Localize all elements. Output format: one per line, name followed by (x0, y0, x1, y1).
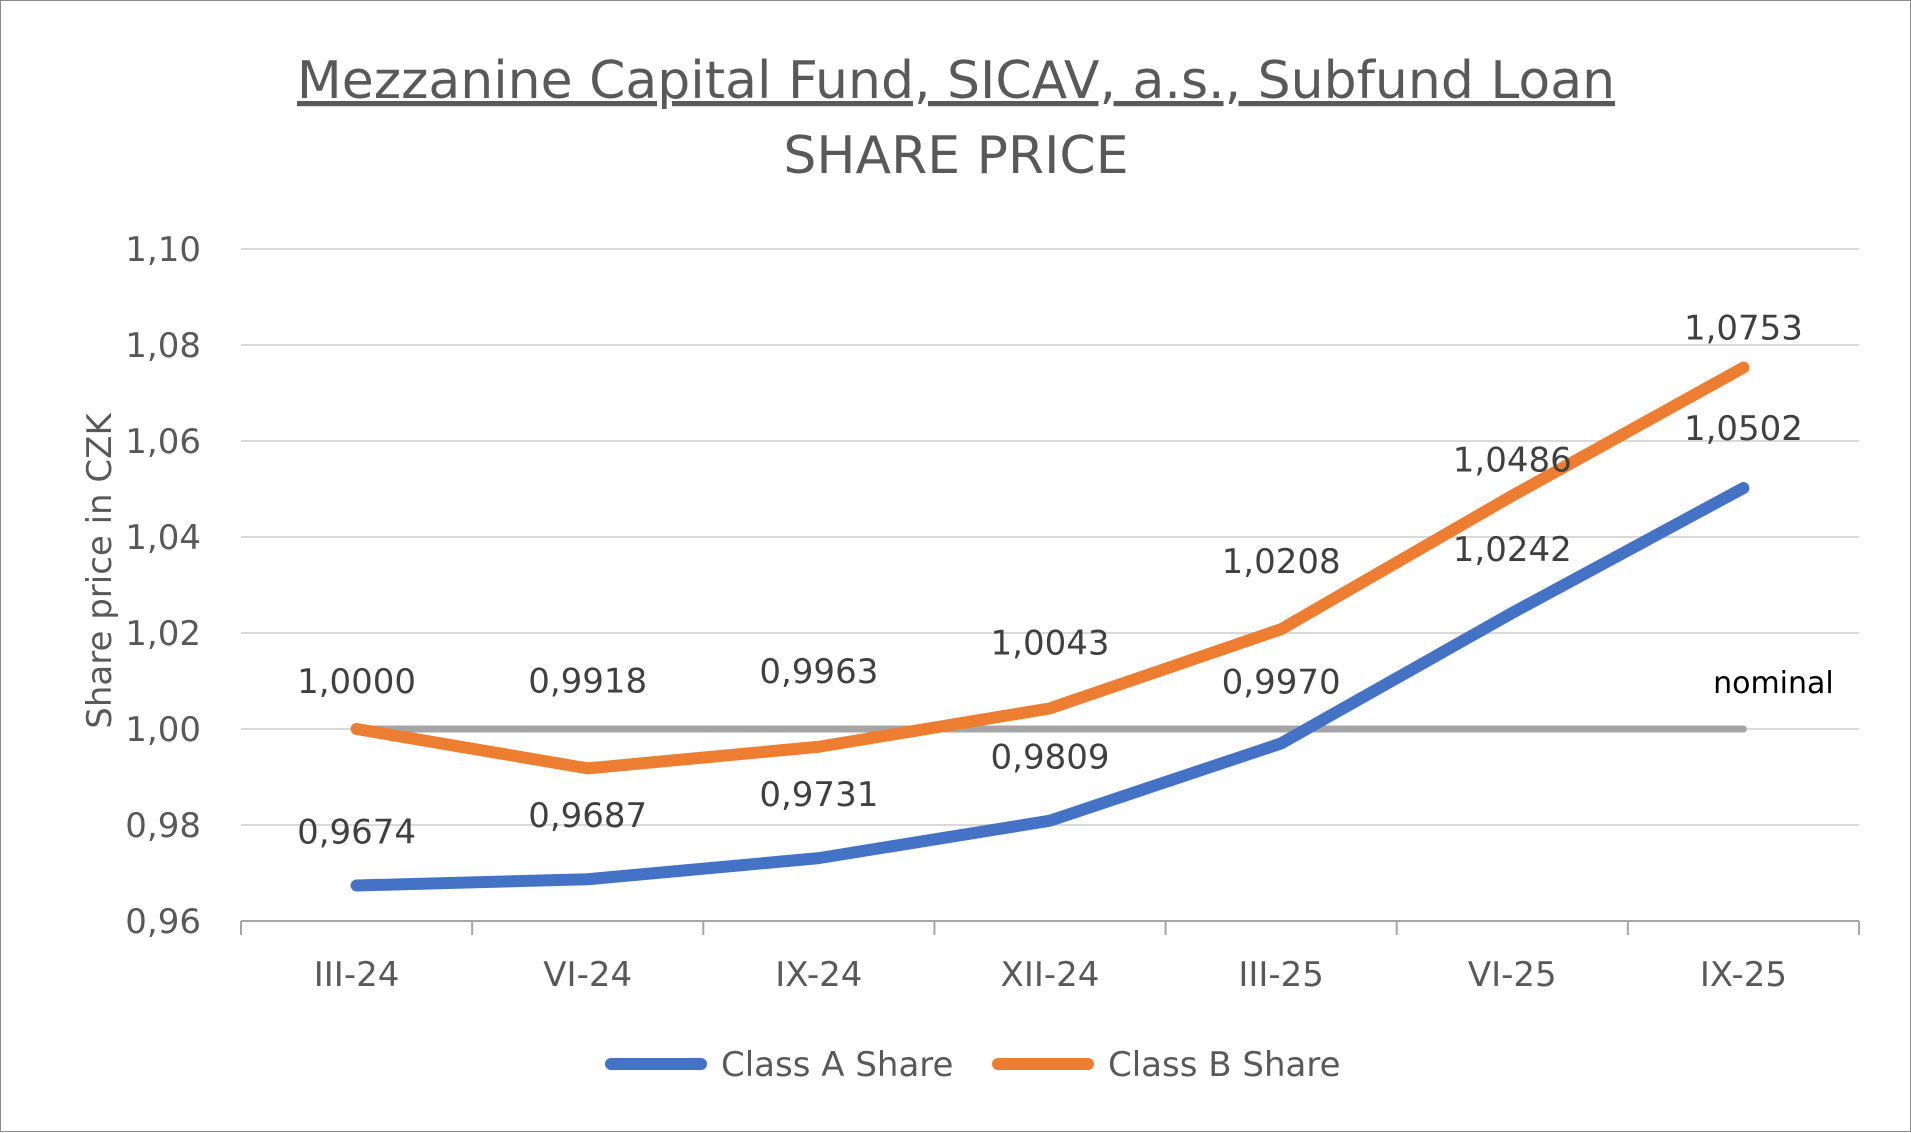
x-tick-label: VI-24 (543, 955, 632, 995)
series-line-class-a (350, 482, 1750, 892)
data-label: 0,9687 (528, 796, 647, 836)
data-label: 0,9970 (1222, 662, 1341, 702)
data-label: 0,9809 (991, 738, 1110, 778)
x-tick-labels: III-24 VI-24 IX-24 XII-24 III-25 VI-25 IX-25 (314, 955, 1787, 995)
y-tick-label: 0,96 (125, 902, 201, 942)
data-label: 1,0753 (1684, 309, 1803, 349)
data-label: 1,0043 (991, 623, 1110, 663)
y-tick-label: 1,00 (125, 710, 201, 750)
y-tick-label: 1,08 (125, 326, 201, 366)
data-label: 1,0486 (1453, 441, 1572, 481)
y-axis-title: Share price in CZK (80, 412, 120, 729)
data-labels: 0,9674 0,9687 0,9731 0,9809 0,9970 1,0242 1,05… (297, 309, 1803, 853)
legend-label: Class B Share (1108, 1045, 1341, 1085)
x-tick-label: IX-25 (1700, 955, 1787, 995)
y-tick-label: 1,02 (125, 614, 201, 654)
data-label: 1,0502 (1684, 409, 1803, 449)
x-tick-label: III-25 (1238, 955, 1324, 995)
x-tick-label: III-24 (314, 955, 400, 995)
data-label: 1,0000 (297, 662, 416, 702)
nominal-reference: nominal (353, 666, 1834, 733)
y-tick-label: 1,10 (125, 230, 201, 270)
data-label: 0,9674 (297, 812, 416, 852)
data-label: 0,9731 (759, 775, 878, 815)
data-label: 0,9918 (528, 661, 647, 701)
x-tick-label: IX-24 (775, 955, 862, 995)
y-tick-label: 1,06 (125, 422, 201, 462)
y-tick-label: 1,04 (125, 518, 201, 558)
chart-title: Mezzanine Capital Fund, SICAV, a.s., Sub… (297, 51, 1615, 111)
series-lines (350, 361, 1750, 892)
y-tick-label: 0,98 (125, 806, 201, 846)
x-axis (240, 920, 1860, 935)
data-label: 0,9963 (759, 652, 878, 692)
x-tick-label: XII-24 (1001, 955, 1100, 995)
legend: Class A Share Class B Share (605, 1045, 1341, 1085)
x-tick-label: VI-25 (1468, 955, 1557, 995)
data-label: 1,0208 (1222, 542, 1341, 582)
y-tick-labels: 0,96 0,98 1,00 1,02 1,04 1,06 1,08 1,10 (125, 230, 201, 942)
legend-label: Class A Share (721, 1045, 953, 1085)
series-line-class-b (350, 361, 1750, 775)
nominal-label: nominal (1713, 666, 1834, 701)
chart-subtitle: SHARE PRICE (783, 126, 1128, 186)
data-label: 1,0242 (1453, 530, 1572, 570)
